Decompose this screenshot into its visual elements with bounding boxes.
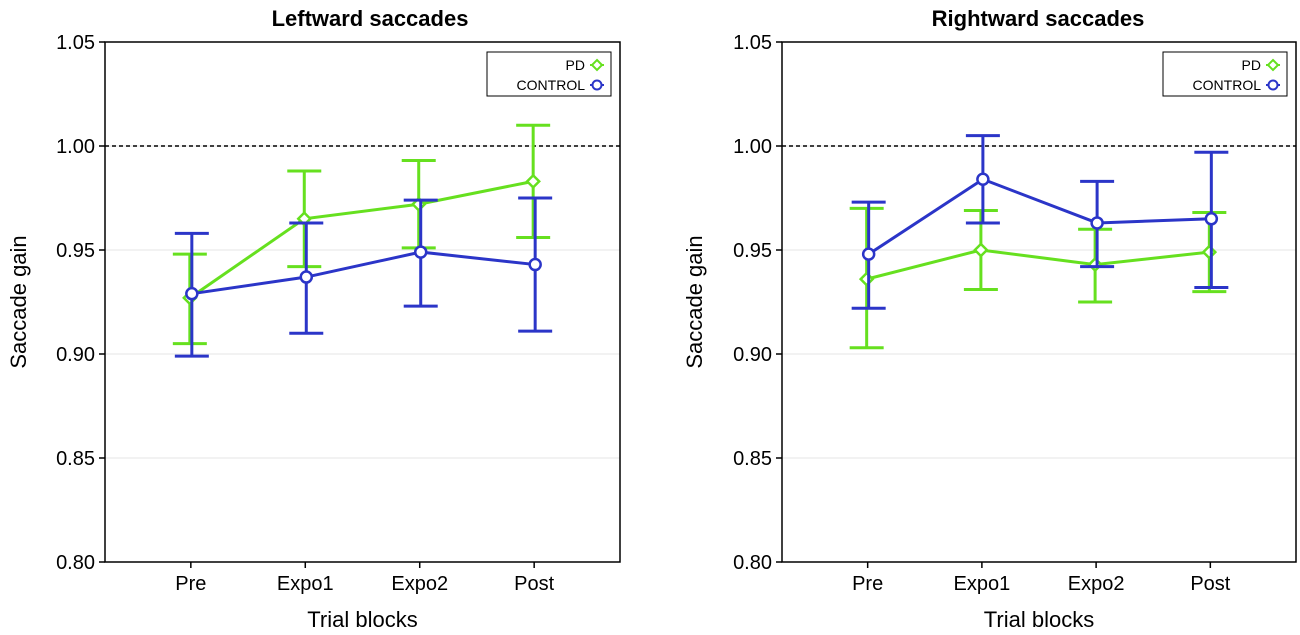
series-control <box>174 196 553 358</box>
x-tick-label: Expo2 <box>391 573 448 595</box>
y-tick-label: 0.85 <box>56 448 95 470</box>
series-line <box>866 248 1210 281</box>
legend-box <box>486 51 612 97</box>
data-point <box>861 247 876 261</box>
data-point <box>1090 216 1104 230</box>
x-tick-label: Pre <box>175 573 206 595</box>
legend: PD CONTROL <box>486 51 612 97</box>
y-tick-label: 0.95 <box>733 240 772 262</box>
series-control <box>851 134 1229 310</box>
y-tick-label: 0.90 <box>56 344 95 366</box>
y-tick-label: 1.05 <box>56 32 95 54</box>
x-tick-label: Expo1 <box>954 573 1011 595</box>
legend-label: CONTROL <box>1193 77 1262 93</box>
data-point <box>973 242 989 258</box>
y-axis-label: Saccade gain <box>6 235 31 368</box>
y-tick-label: 0.80 <box>733 552 772 574</box>
chart-panel-1: 0.80 0.85 0.90 0.95 1.00 1.05 Pre Expo1 Expo2 Pos… <box>6 6 621 632</box>
chart-panel-2: 0.80 0.85 0.90 0.95 1.00 1.05 Pre Expo1 Expo2 Pos… <box>682 6 1297 632</box>
chart-title: Leftward saccades <box>272 6 469 31</box>
x-tick-label: Expo2 <box>1068 573 1125 595</box>
legend-label: PD <box>1242 57 1261 73</box>
legend-marker <box>1267 79 1279 91</box>
y-tick-label: 1.05 <box>733 32 772 54</box>
data-point <box>413 245 428 259</box>
series-line <box>188 179 534 300</box>
data-point <box>299 270 314 284</box>
plot-frame <box>104 41 621 563</box>
x-tick-label: Post <box>514 573 554 595</box>
y-axis-label: Saccade gain <box>682 235 707 368</box>
legend-label: CONTROL <box>517 77 586 93</box>
series-line <box>191 250 536 296</box>
data-point <box>185 286 199 301</box>
data-point <box>525 173 541 190</box>
x-axis-label: Trial blocks <box>307 607 417 632</box>
legend: PD CONTROL <box>1162 51 1288 97</box>
legend-marker <box>1266 58 1280 72</box>
data-point <box>858 271 875 287</box>
legend-box <box>1162 51 1288 97</box>
legend-marker <box>590 58 604 72</box>
y-tick-label: 0.85 <box>733 448 772 470</box>
data-point <box>528 257 542 272</box>
plot-frame <box>781 41 1297 563</box>
x-tick-label: Post <box>1190 573 1230 595</box>
data-point <box>1087 256 1103 273</box>
data-point <box>1204 212 1219 226</box>
legend-marker <box>591 79 603 91</box>
legend-label: PD <box>566 57 585 73</box>
y-tick-label: 0.95 <box>56 240 95 262</box>
x-tick-label: Expo1 <box>277 573 334 595</box>
data-point <box>976 172 990 187</box>
y-tick-label: 1.00 <box>733 136 772 158</box>
data-point <box>1201 244 1218 260</box>
y-tick-label: 0.80 <box>56 552 95 574</box>
y-tick-label: 1.00 <box>56 136 95 158</box>
series-pd <box>172 123 551 346</box>
x-tick-label: Pre <box>852 573 883 595</box>
x-axis-label: Trial blocks <box>984 607 1094 632</box>
series-line <box>867 177 1212 256</box>
chart-title: Rightward saccades <box>932 6 1145 31</box>
y-tick-label: 0.90 <box>733 344 772 366</box>
